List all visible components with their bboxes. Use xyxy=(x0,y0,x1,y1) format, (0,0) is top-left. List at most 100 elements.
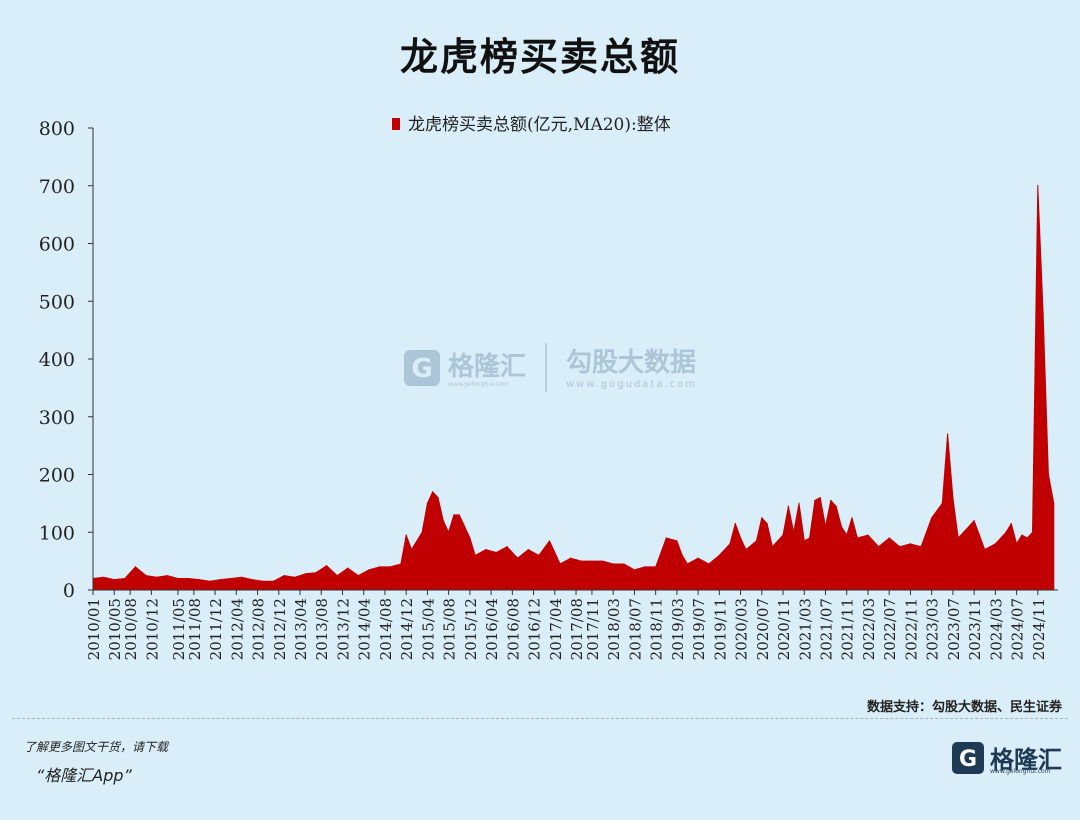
data-point xyxy=(1015,543,1018,545)
data-point xyxy=(601,560,604,562)
y-tick-label: 0 xyxy=(63,580,75,602)
data-point xyxy=(145,574,147,577)
data-point xyxy=(336,574,338,577)
data-point xyxy=(559,563,561,565)
y-tick-label: 400 xyxy=(39,349,75,371)
data-point xyxy=(819,497,821,499)
x-tick-label: 2022/11 xyxy=(902,598,920,660)
data-point xyxy=(766,522,768,525)
data-point xyxy=(1042,312,1044,314)
data-point xyxy=(166,574,168,577)
data-point xyxy=(803,540,805,542)
x-tick-label: 2021/03 xyxy=(796,598,814,660)
footer-divider xyxy=(12,718,1068,719)
data-point xyxy=(952,497,954,499)
chart: G 格隆汇 www.gelonghui.com 勾股大数据 www.goguda… xyxy=(39,115,1058,660)
data-point xyxy=(840,525,843,528)
data-point xyxy=(426,502,429,504)
data-point xyxy=(946,433,949,435)
x-tick-label: 2024/03 xyxy=(987,598,1005,660)
x-tick-label: 2012/04 xyxy=(228,598,246,660)
data-point xyxy=(1010,522,1012,525)
x-tick-label: 2020/07 xyxy=(754,598,772,660)
data-point xyxy=(623,563,625,565)
watermark-brand1: 格隆汇 xyxy=(448,351,526,382)
data-point xyxy=(655,566,657,568)
x-tick-label: 2017/11 xyxy=(584,598,602,660)
x-tick-label: 2015/08 xyxy=(441,598,459,660)
y-tick-label: 700 xyxy=(39,176,75,198)
data-point xyxy=(469,537,471,539)
data-point xyxy=(421,531,423,533)
data-point xyxy=(761,517,763,519)
x-tick-label: 2018/07 xyxy=(626,598,644,660)
data-point xyxy=(187,577,190,580)
data-point xyxy=(405,534,407,536)
data-point xyxy=(209,580,211,582)
data-point xyxy=(734,522,736,525)
chart-svg: G 格隆汇 www.gelonghui.com 勾股大数据 www.goguda… xyxy=(39,115,1058,660)
x-tick-label: 2022/03 xyxy=(860,598,878,660)
data-point xyxy=(851,517,853,519)
footer-logo[interactable]: G 格隆汇 www.gelonghui.com xyxy=(952,740,1062,776)
x-tick-label: 2016/12 xyxy=(526,598,544,660)
legend-label: 龙虎榜买卖总额(亿元,MA20):整体 xyxy=(408,115,671,135)
x-tick-label: 2017/08 xyxy=(568,598,586,660)
x-tick-label: 2024/11 xyxy=(1030,598,1048,660)
data-point xyxy=(1053,502,1055,504)
data-point xyxy=(442,520,444,522)
data-point xyxy=(1047,473,1050,476)
watermark-logo-icon: G xyxy=(404,350,440,386)
y-tick-label: 100 xyxy=(39,522,75,544)
g-logo-icon: G xyxy=(952,742,984,774)
x-tick-label: 2013/08 xyxy=(313,598,331,660)
x-tick-label: 2014/12 xyxy=(398,598,416,660)
data-point xyxy=(432,491,434,493)
x-tick-label: 2022/07 xyxy=(881,598,899,660)
data-point xyxy=(368,569,370,571)
data-point xyxy=(294,576,296,578)
x-tick-label: 2015/04 xyxy=(419,598,437,660)
data-point xyxy=(591,560,593,562)
data-point xyxy=(1026,537,1028,539)
data-point xyxy=(570,557,572,559)
data-point xyxy=(978,534,981,536)
data-point xyxy=(888,537,890,539)
x-tick-label: 2012/08 xyxy=(250,598,268,660)
data-point xyxy=(793,531,795,533)
data-point xyxy=(283,574,285,577)
series-area xyxy=(92,185,1055,591)
data-point xyxy=(389,566,391,568)
y-axis-ticks: 0 100 200 300 400 500 600 700 800 xyxy=(39,118,93,602)
series-layer xyxy=(92,185,1055,591)
data-point xyxy=(787,505,789,507)
x-tick-label: 2020/11 xyxy=(775,598,793,660)
x-tick-label: 2023/03 xyxy=(924,598,942,660)
data-point xyxy=(633,569,636,571)
data-point xyxy=(1037,185,1039,187)
svg-text:G: G xyxy=(959,747,977,772)
x-tick-label: 2018/11 xyxy=(648,598,666,660)
data-point xyxy=(304,573,306,575)
y-tick-label: 200 xyxy=(39,465,75,487)
data-point xyxy=(325,565,328,567)
x-tick-label: 2011/08 xyxy=(186,598,204,660)
x-tick-label: 2017/04 xyxy=(547,598,565,660)
data-point xyxy=(134,566,137,568)
data-point xyxy=(437,497,439,499)
legend-swatch xyxy=(392,118,400,130)
x-tick-label: 2018/03 xyxy=(605,598,623,660)
x-tick-label: 2024/07 xyxy=(1009,598,1027,660)
data-point xyxy=(410,548,413,551)
data-point xyxy=(824,525,827,528)
data-point xyxy=(681,554,683,556)
data-point xyxy=(315,572,317,574)
data-point xyxy=(156,576,158,578)
data-point xyxy=(379,566,381,568)
data-point xyxy=(347,567,349,569)
data-point xyxy=(230,577,232,580)
data-point xyxy=(814,499,816,502)
data-point xyxy=(241,576,243,578)
data-point xyxy=(219,579,221,581)
data-point xyxy=(755,540,758,542)
